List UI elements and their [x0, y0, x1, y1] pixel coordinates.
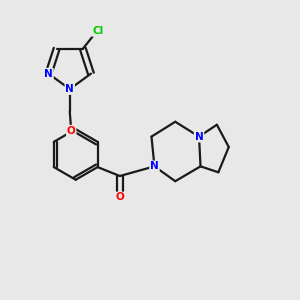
- Text: N: N: [65, 84, 74, 94]
- Text: O: O: [116, 192, 124, 203]
- Text: O: O: [67, 126, 76, 136]
- Text: N: N: [195, 132, 203, 142]
- Text: Cl: Cl: [92, 26, 103, 36]
- Text: N: N: [44, 69, 53, 79]
- Text: N: N: [150, 161, 159, 171]
